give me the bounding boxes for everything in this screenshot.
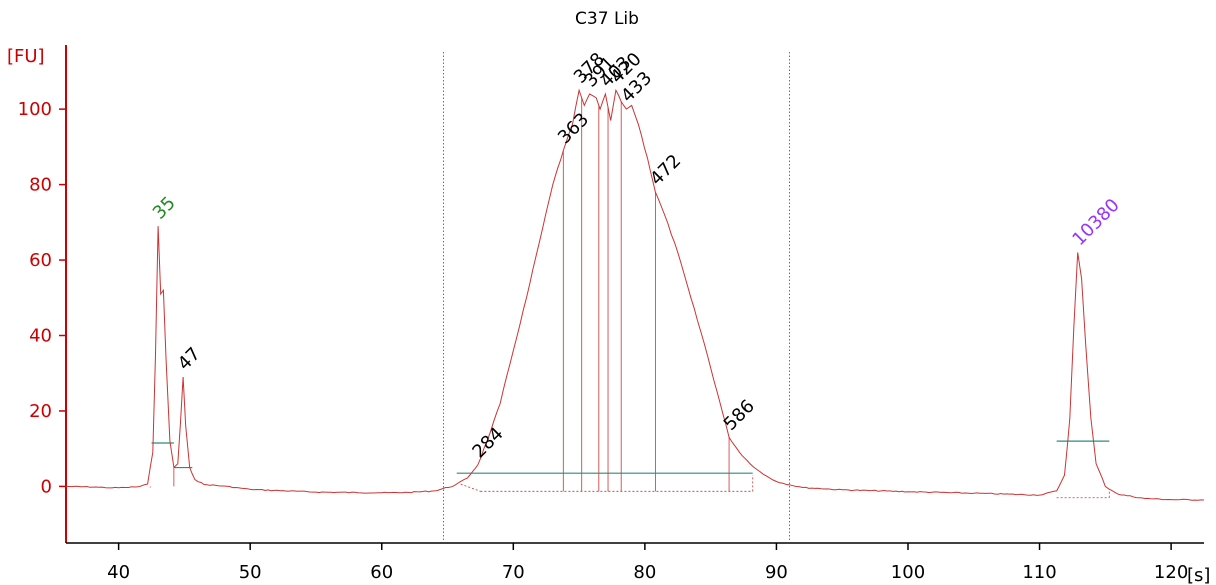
peak-label: 35 <box>149 193 180 224</box>
x-tick-label: 70 <box>502 562 525 583</box>
chart-title: C37 Lib <box>575 9 639 29</box>
y-tick-label: 100 <box>18 99 52 120</box>
signal-trace <box>65 88 1205 501</box>
y-axis-unit: [FU] <box>7 46 45 67</box>
integration-floor <box>460 483 481 492</box>
y-tick-label: 60 <box>29 250 52 271</box>
peak-label: 586 <box>720 396 759 435</box>
x-tick-label: 110 <box>1022 562 1056 583</box>
x-tick-label: 60 <box>370 562 393 583</box>
x-tick-label: 40 <box>107 562 130 583</box>
peak-label: 10380 <box>1068 195 1123 250</box>
x-tick-label: 50 <box>239 562 262 583</box>
y-tick-label: 80 <box>29 175 52 196</box>
y-tick-label: 20 <box>29 401 52 422</box>
x-tick-label: 90 <box>765 562 788 583</box>
peak-label: 363 <box>554 109 593 148</box>
y-tick-label: 0 <box>41 476 52 497</box>
x-tick-label: 120 <box>1154 562 1188 583</box>
y-tick-label: 40 <box>29 326 52 347</box>
x-axis-unit: [s] <box>1187 565 1210 585</box>
peak-label: 47 <box>174 343 205 374</box>
peak-label: 472 <box>646 151 685 190</box>
peak-label: 284 <box>468 423 507 462</box>
x-tick-label: 80 <box>633 562 656 583</box>
plot-area: 0 20 40 60 80 100 40 50 60 70 80 90 100 110 120 35 47 284… <box>18 45 1205 583</box>
x-tick-label: 100 <box>891 562 925 583</box>
